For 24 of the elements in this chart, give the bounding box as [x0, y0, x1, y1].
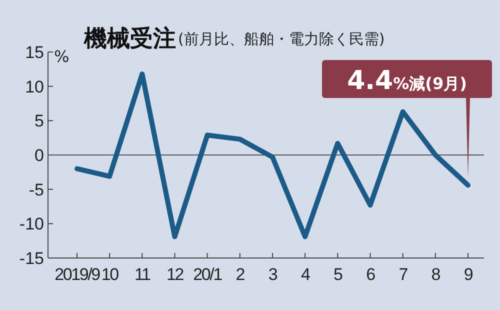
y-tick-label: 5 — [34, 112, 44, 131]
y-axis-title: % — [54, 47, 70, 66]
chart-subtitle: (前月比、船舶・電力除く民需) — [178, 30, 385, 48]
x-tick-label: 12 — [166, 265, 184, 284]
x-tick-label: 4 — [300, 265, 310, 284]
annotation: 4.4%減(9月) — [347, 66, 467, 96]
y-tick-label: -15 — [19, 249, 44, 268]
chart-title: 機械受注 — [83, 25, 176, 52]
x-tick-label: 5 — [334, 265, 343, 284]
x-tick-label: 7 — [398, 265, 408, 284]
x-tick-label: 3 — [268, 265, 278, 284]
y-tick-label: -10 — [19, 214, 44, 234]
x-tick-label: 11 — [134, 265, 151, 284]
y-tick-label: 0 — [34, 146, 44, 165]
y-tick-label: 10 — [25, 77, 44, 96]
y-tick-label: 15 — [25, 43, 44, 62]
x-tick-label: 2019/9 — [54, 265, 100, 284]
x-tick-label: 2 — [236, 265, 245, 284]
x-tick-label: 9 — [464, 265, 473, 284]
x-tick-label: 20/1 — [193, 265, 222, 284]
y-tick-label: -5 — [28, 180, 44, 200]
x-tick-label: 6 — [366, 265, 376, 284]
x-tick-label: 10 — [101, 265, 119, 284]
x-tick-label: 8 — [431, 265, 440, 284]
